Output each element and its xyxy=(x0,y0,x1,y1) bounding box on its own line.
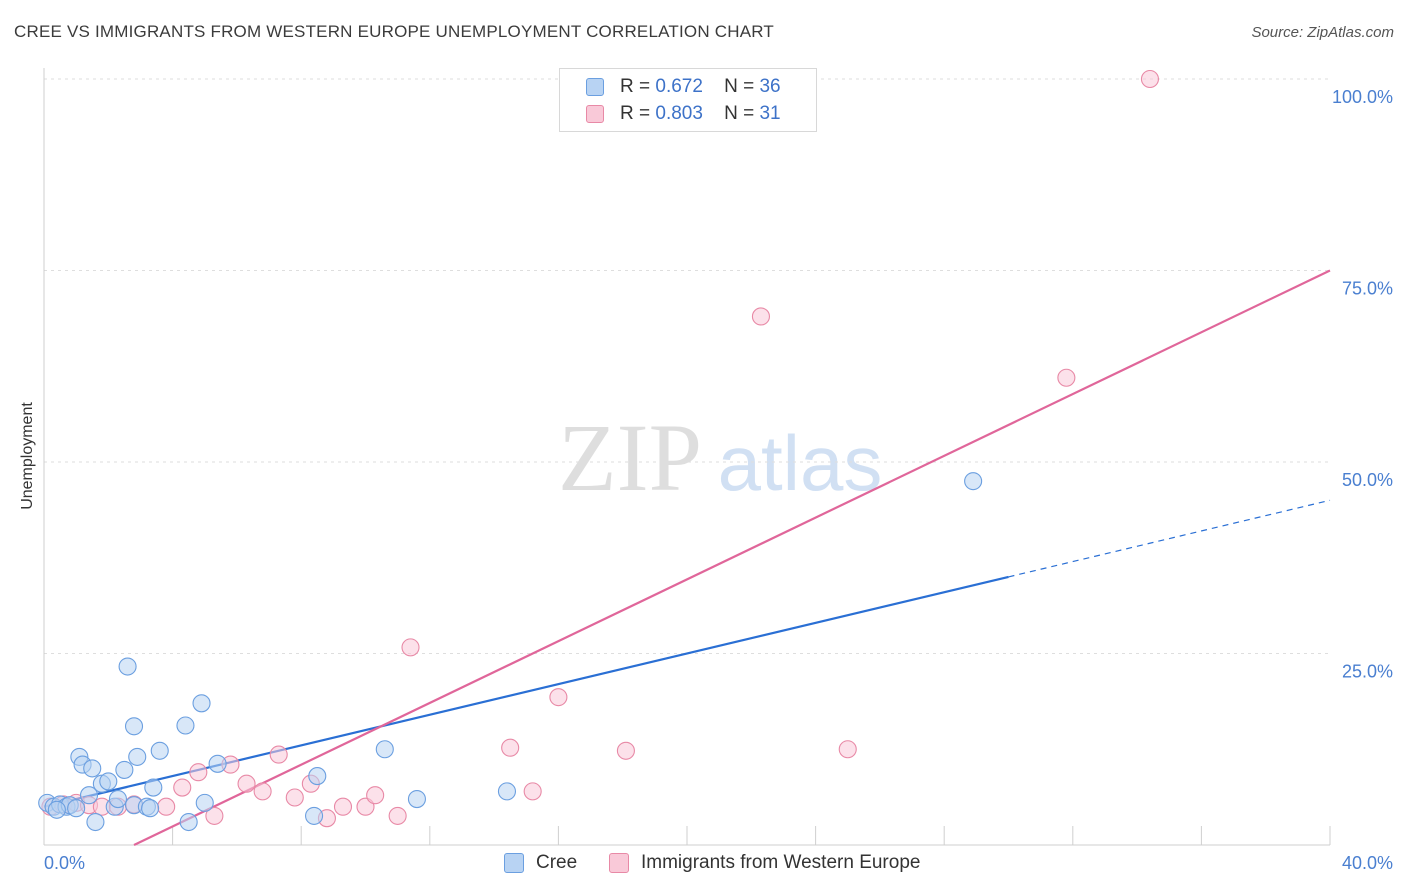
legend-r-label: R = xyxy=(620,103,651,124)
y-tick-label: 100.0% xyxy=(1332,87,1393,107)
data-point-immigrants xyxy=(237,774,256,793)
data-point-cree xyxy=(86,812,105,832)
x-tick-label: 0.0% xyxy=(44,853,85,873)
data-point-cree xyxy=(179,812,198,832)
chart-source: Source: ZipAtlas.com xyxy=(1251,24,1394,41)
data-point-cree xyxy=(407,789,426,809)
data-point-immigrants xyxy=(285,788,304,807)
data-point-immigrants xyxy=(501,738,520,757)
watermark-zip: ZIP xyxy=(558,404,702,511)
data-point-cree xyxy=(305,806,324,825)
legend-r-label: R = xyxy=(620,76,651,97)
data-point-cree xyxy=(83,759,102,778)
data-point-immigrants xyxy=(173,778,192,797)
data-point-immigrants xyxy=(549,688,568,707)
data-point-immigrants xyxy=(616,741,635,760)
data-point-immigrants xyxy=(269,745,288,764)
data-point-cree xyxy=(144,778,163,797)
grid xyxy=(44,78,1330,654)
bottom-legend-swatch-immigrants xyxy=(609,853,629,873)
data-point-immigrants xyxy=(366,786,385,805)
axes xyxy=(43,68,1331,846)
data-point-cree xyxy=(99,772,118,791)
data-point-cree xyxy=(176,716,195,735)
legend-r-value-cree: 0.672 xyxy=(655,76,703,97)
x-tick-label: 40.0% xyxy=(1342,853,1393,873)
data-point-immigrants xyxy=(189,763,208,782)
data-point-immigrants xyxy=(388,806,407,825)
data-point-cree xyxy=(118,657,137,676)
data-point-immigrants xyxy=(1057,368,1076,387)
tick-labels: 25.0% 50.0% 75.0% 100.0% 0.0% 40.0% xyxy=(44,87,1393,873)
data-point-immigrants xyxy=(333,797,353,816)
data-points xyxy=(38,69,1160,832)
y-tick-label: 75.0% xyxy=(1342,279,1393,299)
legend-swatch-immigrants xyxy=(586,105,604,123)
data-point-cree xyxy=(150,741,169,760)
data-point-immigrants xyxy=(157,797,176,816)
data-point-cree xyxy=(195,793,214,812)
data-point-cree xyxy=(79,786,99,805)
y-tick-label: 25.0% xyxy=(1342,662,1393,682)
trend-line-extension-0 xyxy=(1008,499,1331,578)
data-point-cree xyxy=(208,754,227,773)
data-point-immigrants xyxy=(1140,69,1160,89)
data-point-immigrants xyxy=(523,782,542,801)
legend-r-value-immigrants: 0.803 xyxy=(655,103,703,124)
data-point-immigrants xyxy=(401,638,420,657)
legend-n-label: N = xyxy=(724,103,755,124)
data-point-cree xyxy=(964,472,983,491)
data-point-cree xyxy=(124,717,144,736)
data-point-immigrants xyxy=(253,782,272,801)
data-point-cree xyxy=(67,799,86,818)
watermark-atlas: atlas xyxy=(718,419,883,507)
data-point-cree xyxy=(115,760,134,779)
bottom-legend-swatch-cree xyxy=(504,853,524,873)
data-point-cree xyxy=(141,799,160,818)
data-point-cree xyxy=(375,740,394,759)
trend-line-1 xyxy=(133,269,1331,846)
legend-swatch-cree xyxy=(586,78,604,96)
data-point-cree xyxy=(108,789,127,809)
bottom-legend-label-immigrants: Immigrants from Western Europe xyxy=(641,852,921,873)
data-point-cree xyxy=(47,800,66,819)
bottom-legend-label-cree: Cree xyxy=(536,852,578,873)
legend-n-value-cree: 36 xyxy=(759,76,781,97)
data-point-cree xyxy=(497,782,517,801)
watermark: ZIP atlas xyxy=(558,404,882,511)
data-point-cree xyxy=(128,747,147,766)
chart-title: CREE VS IMMIGRANTS FROM WESTERN EUROPE U… xyxy=(14,22,774,41)
data-point-cree xyxy=(308,767,327,786)
legend-n-value-immigrants: 31 xyxy=(759,103,781,124)
legend: R = 0.672 N = 36 R = 0.803 N = 31 xyxy=(559,68,817,132)
legend-n-label: N = xyxy=(724,76,755,97)
data-point-immigrants xyxy=(838,740,857,759)
y-tick-label: 50.0% xyxy=(1342,470,1393,490)
data-point-immigrants xyxy=(205,806,224,825)
trend-line-0 xyxy=(43,575,1009,808)
data-point-immigrants xyxy=(751,307,770,326)
data-point-cree xyxy=(192,694,211,713)
